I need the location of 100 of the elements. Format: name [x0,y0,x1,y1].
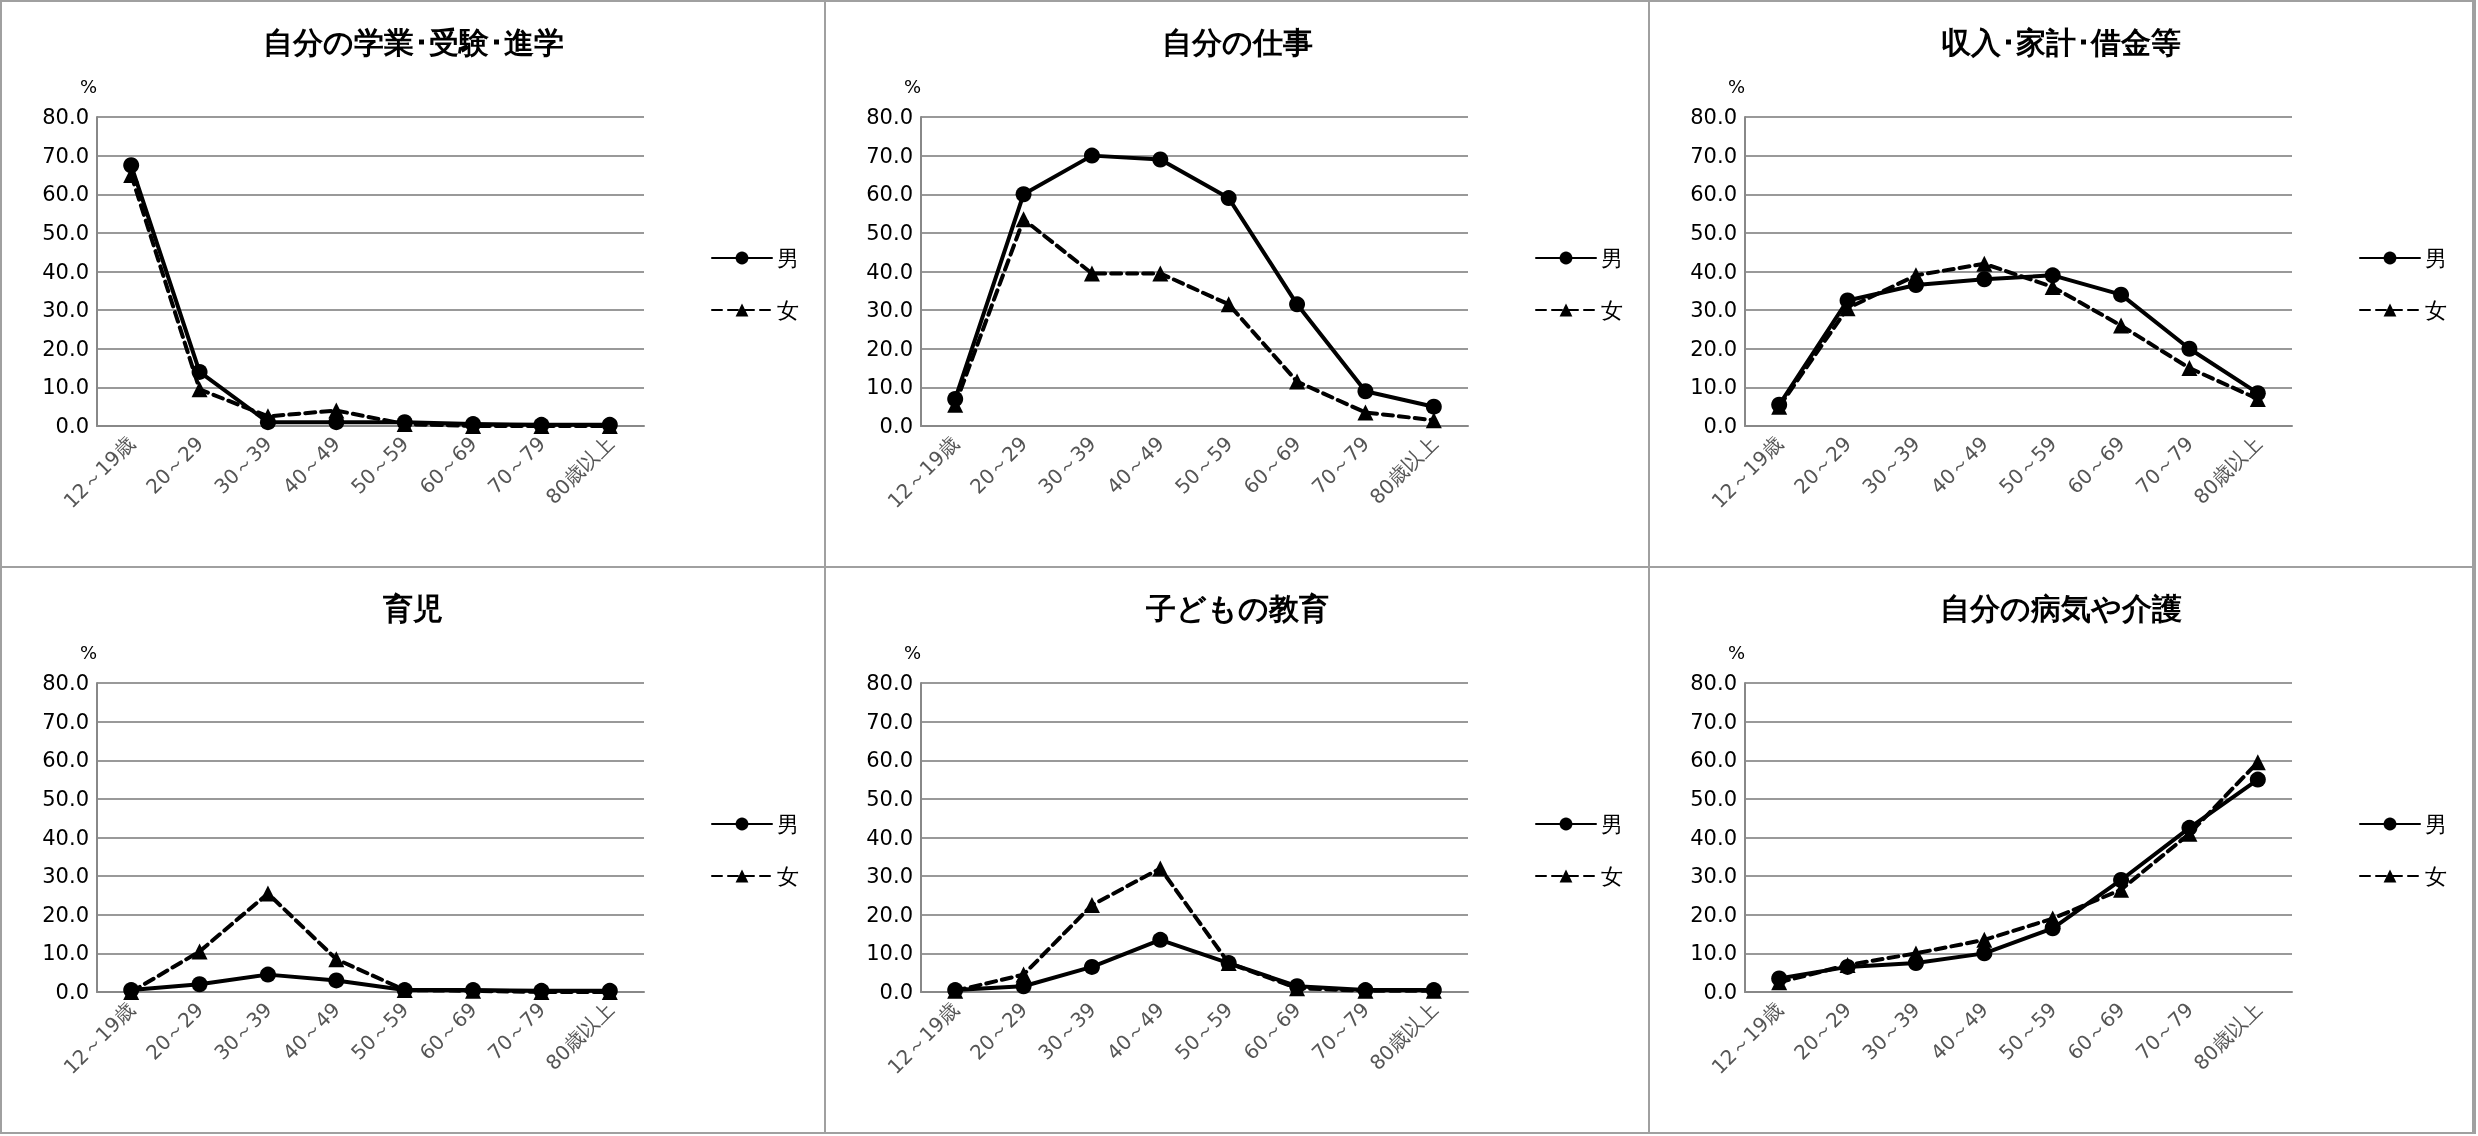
y-tick-label: 0.0 [1703,980,1737,1004]
legend-label: 男 [777,245,799,271]
y-tick-label: 20.0 [42,336,89,361]
y-tick-label: 80.0 [1690,671,1737,695]
x-tick-label: 50～59 [1170,997,1238,1065]
x-tick-label: 20～29 [964,997,1033,1065]
y-tick-label: 80.0 [866,105,913,129]
y-tick-label: 20.0 [866,902,913,927]
x-tick-label: 60～69 [1238,431,1306,499]
y-tick-label: 0.0 [55,414,89,438]
y-tick-label: 80.0 [42,671,89,695]
y-tick-label: 70.0 [866,709,913,734]
x-tick-label: 20～29 [1788,431,1857,499]
y-tick-label: 70.0 [1690,709,1737,734]
chart-title: 自分の学業･受験･進学 [262,24,564,60]
y-axis-title: % [1727,641,1745,663]
chart-title: 収入･家計･借金等 [1941,24,2181,60]
y-tick-label: 40.0 [1690,259,1737,284]
y-tick-label: 70.0 [42,143,89,168]
chart-title: 自分の病気や介護 [1940,590,2182,626]
y-tick-label: 20.0 [1690,336,1737,361]
x-tick-label: 20～29 [964,431,1033,499]
x-tick-label: 20～29 [140,997,209,1065]
y-tick-label: 60.0 [42,182,89,207]
y-tick-label: 10.0 [42,375,89,400]
x-tick-label: 40～49 [1925,431,1993,499]
x-tick-label: 30～39 [209,431,277,499]
x-tick-label: 40～49 [277,431,345,499]
y-tick-label: 60.0 [866,182,913,207]
x-tick-label: 50～59 [1994,997,2062,1065]
y-tick-label: 70.0 [1690,143,1737,168]
y-tick-label: 80.0 [1690,105,1737,129]
y-tick-label: 10.0 [1690,375,1737,400]
y-tick-label: 10.0 [42,941,89,966]
y-tick-label: 20.0 [866,336,913,361]
legend-label: 女 [2425,863,2447,889]
legend-label: 男 [777,811,799,837]
x-tick-label: 60～69 [2062,431,2130,499]
x-tick-label: 50～59 [1170,431,1238,499]
y-tick-label: 50.0 [866,220,913,245]
x-tick-label: 40～49 [1101,997,1169,1065]
y-tick-label: 40.0 [1690,825,1737,850]
x-tick-label: 40～49 [1925,997,1993,1065]
y-tick-label: 60.0 [1690,182,1737,207]
y-tick-label: 30.0 [42,864,89,889]
y-tick-label: 60.0 [1690,748,1737,773]
y-axis-title: % [903,75,921,97]
x-tick-label: 50～59 [1994,431,2062,499]
chart-title: 自分の仕事 [1161,24,1313,60]
y-tick-label: 50.0 [42,786,89,811]
y-tick-label: 20.0 [42,902,89,927]
x-tick-label: 30～39 [1857,431,1925,499]
legend-label: 女 [2425,297,2447,323]
chart-title: 育児 [382,590,443,626]
y-tick-label: 10.0 [1690,941,1737,966]
legend-label: 女 [1601,297,1623,323]
x-tick-label: 60～69 [414,997,482,1065]
legend-label: 女 [1601,863,1623,889]
y-axis-title: % [79,75,97,97]
y-tick-label: 50.0 [1690,220,1737,245]
y-tick-label: 20.0 [1690,902,1737,927]
x-tick-label: 50～59 [346,431,414,499]
y-axis-title: % [1727,75,1745,97]
legend-label: 男 [2425,811,2447,837]
y-tick-label: 10.0 [866,941,913,966]
y-tick-label: 0.0 [55,980,89,1004]
y-tick-label: 40.0 [42,259,89,284]
x-tick-label: 20～29 [140,431,209,499]
x-tick-label: 30～39 [209,997,277,1065]
y-tick-label: 0.0 [1703,414,1737,438]
legend-label: 女 [777,297,799,323]
y-tick-label: 60.0 [42,748,89,773]
x-tick-label: 40～49 [1101,431,1169,499]
chart-title: 子どもの教育 [1144,590,1329,626]
x-tick-label: 50～59 [346,997,414,1065]
y-tick-label: 50.0 [42,220,89,245]
y-tick-label: 70.0 [866,143,913,168]
y-tick-label: 30.0 [42,298,89,323]
y-tick-label: 30.0 [1690,298,1737,323]
x-tick-label: 40～49 [277,997,345,1065]
legend-label: 男 [2425,245,2447,271]
y-tick-label: 30.0 [866,298,913,323]
y-axis-title: % [903,641,921,663]
x-tick-label: 60～69 [414,431,482,499]
x-tick-label: 30～39 [1033,997,1101,1065]
x-tick-label: 30～39 [1033,431,1101,499]
y-tick-label: 40.0 [866,825,913,850]
y-axis-title: % [79,641,97,663]
y-tick-label: 40.0 [42,825,89,850]
x-tick-label: 60～69 [2062,997,2130,1065]
legend-label: 男 [1601,811,1623,837]
y-tick-label: 60.0 [866,748,913,773]
y-tick-label: 30.0 [1690,864,1737,889]
y-tick-label: 50.0 [866,786,913,811]
y-tick-label: 40.0 [866,259,913,284]
x-tick-label: 20～29 [1788,997,1857,1065]
y-tick-label: 70.0 [42,709,89,734]
y-tick-label: 80.0 [42,105,89,129]
y-tick-label: 30.0 [866,864,913,889]
y-tick-label: 0.0 [879,414,913,438]
